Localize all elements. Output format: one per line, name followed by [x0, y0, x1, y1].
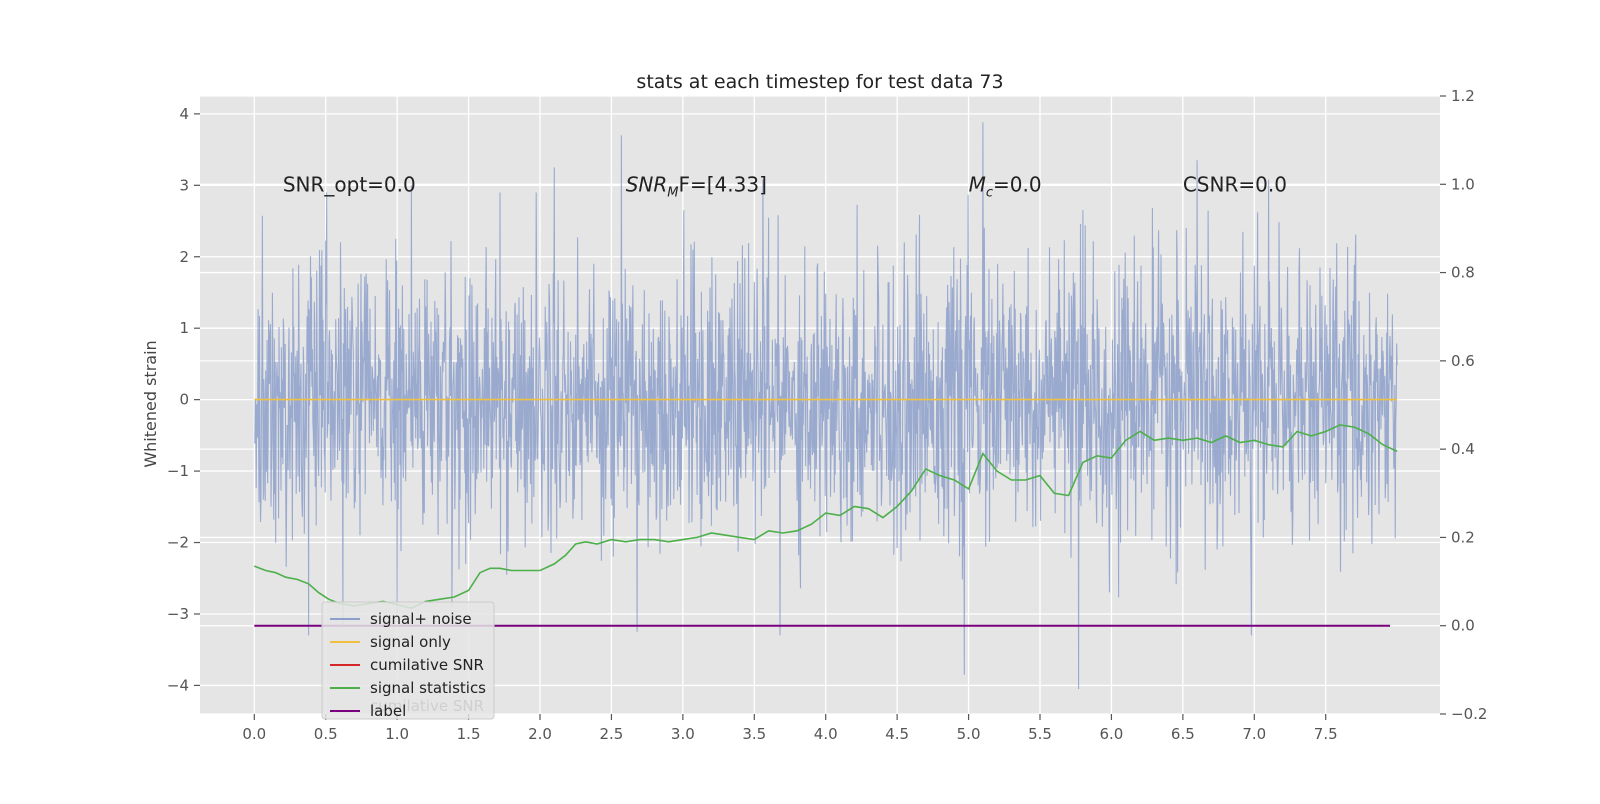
- y2-tick-label: 0.6: [1451, 352, 1475, 370]
- y-tick-label: 0: [179, 391, 189, 409]
- x-tick-label: 3.0: [671, 725, 695, 743]
- axes: 0.0 0.5 1.0 1.5 2.0 2.5 3.0 3.5 4.0 4.5 5.0 5.5 6.0 6…: [167, 87, 1488, 743]
- x-tick-label: 6.0: [1099, 725, 1123, 743]
- x-tick-label: 0.5: [314, 725, 338, 743]
- chart-title: stats at each timestep for test data 73: [636, 71, 1003, 93]
- series-signal-noise-line: [253, 122, 1398, 690]
- legend-label: signal only: [370, 633, 451, 651]
- y-tick-label: −4: [167, 676, 189, 694]
- y2-tick-label: 0.2: [1451, 528, 1475, 546]
- y-tick-label: −1: [167, 462, 189, 480]
- legend-label: signal statistics: [370, 679, 486, 697]
- y2-tick-label: 0.4: [1451, 440, 1475, 458]
- x-tick-label: 1.0: [385, 725, 409, 743]
- legend-label: cumilative SNR: [370, 656, 484, 674]
- series-signal-statistics-line: [254, 424, 1398, 609]
- legend-ghost-text: cumilative SNR: [370, 697, 484, 715]
- x-tick-label: 2.5: [599, 725, 623, 743]
- y2-tick-label: −0.2: [1451, 705, 1487, 723]
- y-tick-label: 3: [179, 176, 189, 194]
- x-tick-label: 2.0: [528, 725, 552, 743]
- legend-label: signal+ noise: [370, 610, 472, 628]
- annotations: SNR_opt=0.0 SNRMF=[4.33] Mc=0.0 CSNR=0.0: [283, 172, 1287, 200]
- y2-tick-label: 0.8: [1451, 264, 1475, 282]
- legend-label: label: [370, 702, 406, 720]
- x-tick-label: 7.0: [1242, 725, 1266, 743]
- x-tick-label: 0.0: [242, 725, 266, 743]
- y-tick-label: −2: [167, 534, 189, 552]
- y-tick-label: 1: [179, 319, 189, 337]
- annotation-snr-opt: SNR_opt=0.0: [283, 172, 416, 196]
- y-tick-label: 2: [179, 248, 189, 266]
- x-tick-label: 7.5: [1314, 725, 1338, 743]
- x-tick-label: 1.5: [457, 725, 481, 743]
- x-tick-label: 5.0: [957, 725, 981, 743]
- legend-box: [321, 601, 495, 720]
- x-tick-label: 4.5: [885, 725, 909, 743]
- x-tick-label: 5.5: [1028, 725, 1052, 743]
- y-tick-label: −3: [167, 605, 189, 623]
- y2-tick-label: 0.0: [1451, 617, 1475, 635]
- x-tick-label: 4.0: [814, 725, 838, 743]
- y2-tick-label: 1.0: [1451, 175, 1475, 193]
- annotation-snr-mf: SNRMF=[4.33]: [626, 172, 767, 200]
- y-tick-label: 4: [179, 105, 189, 123]
- annotation-csnr: CSNR=0.0: [1183, 172, 1287, 196]
- x-tick-label: 6.5: [1171, 725, 1195, 743]
- x-tick-label: 3.5: [742, 725, 766, 743]
- annotation-mc: Mc=0.0: [969, 172, 1042, 200]
- y2-tick-label: 1.2: [1451, 87, 1475, 105]
- y-axis-label: Whitened strain: [141, 340, 160, 467]
- legend: cumilative SNR signal+ noise signal only c…: [321, 601, 495, 720]
